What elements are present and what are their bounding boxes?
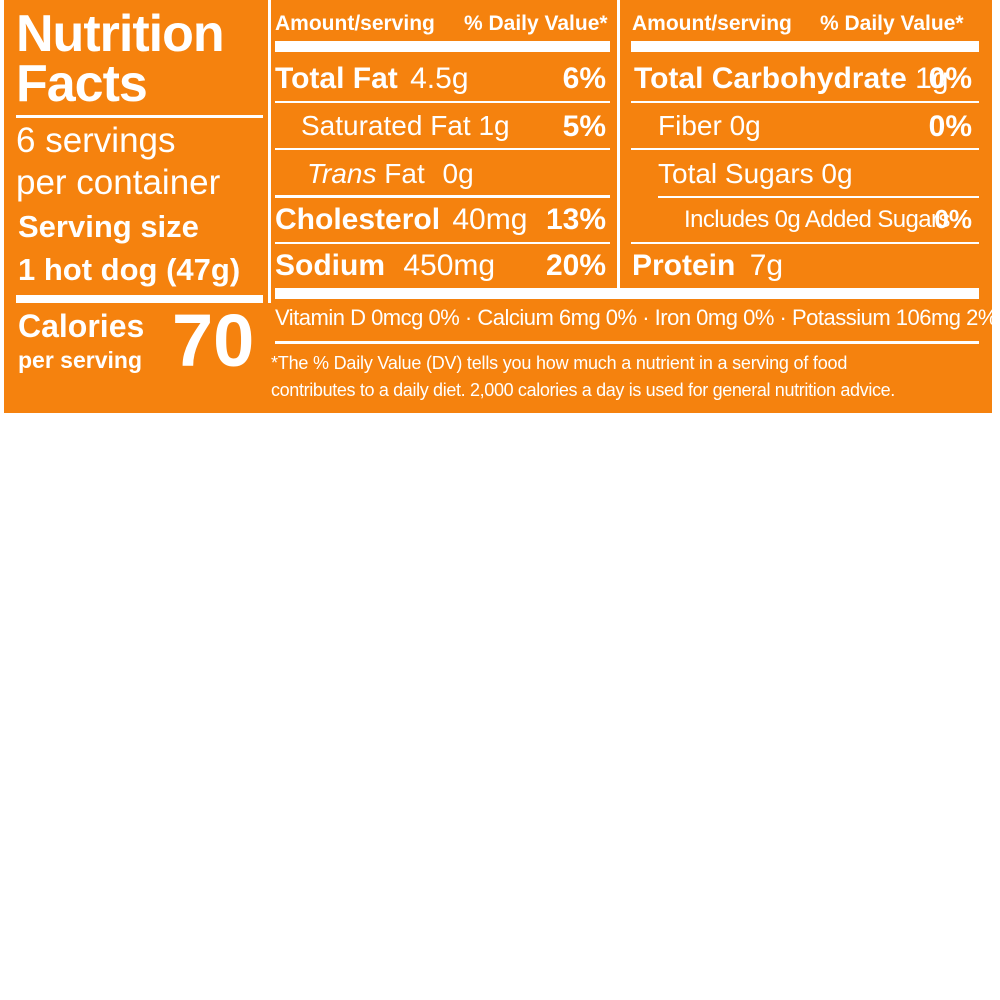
row-divider xyxy=(275,148,610,150)
protein-amount: 7g xyxy=(749,249,784,282)
fiber-dv: 0% xyxy=(928,110,972,143)
total-sugars-name: Total Sugars xyxy=(658,158,814,189)
total-fat-dv: 6% xyxy=(562,62,606,95)
serving-divider xyxy=(16,295,263,303)
total-fat-name: Total Fat xyxy=(275,62,398,95)
daily-value-header-right: % Daily Value* xyxy=(820,12,964,35)
sodium-row: Sodium 450mg xyxy=(275,249,495,283)
total-sugars-amount: 0g xyxy=(821,158,853,189)
footnote-line1: *The % Daily Value (DV) tells you how mu… xyxy=(271,353,848,373)
trans-fat-suffix: Fat xyxy=(384,158,425,189)
protein-name: Protein xyxy=(632,249,736,282)
title-facts: Facts xyxy=(16,55,148,113)
micronutrients-line: Vitamin D 0mcg 0% · Calcium 6mg 0% · Iro… xyxy=(275,305,997,330)
protein-row: Protein 7g xyxy=(632,249,783,283)
panel-separator-center xyxy=(617,0,620,290)
nutrition-facts-label: Nutrition Facts 6 servings per container… xyxy=(4,0,997,413)
serving-size-value: 1 hot dog (47g) xyxy=(18,252,241,287)
row-divider xyxy=(275,242,610,244)
saturated-fat-name: Saturated Fat xyxy=(301,110,471,141)
amount-per-serving-header-right: Amount/serving xyxy=(632,12,792,35)
fiber-name: Fiber xyxy=(658,110,722,141)
cholesterol-name: Cholesterol xyxy=(275,203,441,236)
sodium-name: Sodium xyxy=(275,249,385,282)
fiber-row: Fiber 0g xyxy=(658,110,761,142)
row-divider xyxy=(658,196,979,198)
sodium-amount: 450mg xyxy=(403,249,496,282)
fiber-amount: 0g xyxy=(729,110,761,141)
total-carbohydrate-name: Total Carbohydrate xyxy=(634,62,907,95)
row-divider xyxy=(275,195,610,198)
title-nutrition: Nutrition xyxy=(16,5,225,63)
total-sugars-row: Total Sugars 0g xyxy=(658,158,853,190)
row-divider xyxy=(275,101,610,103)
panel-separator-left xyxy=(268,0,271,303)
added-sugars-row: Includes 0g Added Sugars xyxy=(684,206,950,233)
trans-fat-amount: 0g xyxy=(442,158,474,189)
footnote-divider xyxy=(275,341,979,344)
row-divider xyxy=(631,242,979,244)
added-sugars-dv: 0% xyxy=(934,204,972,234)
calories-value: 70 xyxy=(172,299,255,382)
servings-per-container-line1: 6 servings xyxy=(16,121,176,160)
calories-label: Calories xyxy=(18,308,145,344)
total-carbohydrate-row: Total Carbohydrate 1g xyxy=(634,62,949,96)
sodium-dv: 20% xyxy=(545,249,606,282)
total-fat-amount: 4.5g xyxy=(410,62,469,95)
total-carbohydrate-amount: 1g xyxy=(915,62,949,95)
trans-fat-row: Trans Fat 0g xyxy=(307,158,474,190)
cholesterol-dv: 13% xyxy=(545,203,606,236)
header-divider-left xyxy=(275,41,610,52)
total-carbohydrate-dv: 0% xyxy=(928,62,972,95)
row-divider xyxy=(631,148,979,150)
daily-value-header-left: % Daily Value* xyxy=(464,12,608,35)
cholesterol-amount: 40mg xyxy=(452,203,528,236)
saturated-fat-amount: 1g xyxy=(478,110,510,141)
footnote-line2: contributes to a daily diet. 2,000 calor… xyxy=(271,380,895,400)
saturated-fat-row: Saturated Fat 1g xyxy=(301,110,510,142)
title-divider xyxy=(16,115,263,118)
row-divider xyxy=(631,101,979,103)
servings-per-container-line2: per container xyxy=(16,163,221,202)
header-divider-right xyxy=(631,41,979,52)
serving-size-label: Serving size xyxy=(18,209,199,244)
total-fat-row: Total Fat 4.5g xyxy=(275,62,469,96)
saturated-fat-dv: 5% xyxy=(562,110,606,143)
micronutrient-divider xyxy=(275,288,979,299)
trans-fat-name: Trans xyxy=(307,158,377,189)
calories-per-serving-label: per serving xyxy=(18,347,142,373)
amount-per-serving-header-left: Amount/serving xyxy=(275,12,435,35)
cholesterol-row: Cholesterol 40mg xyxy=(275,203,527,237)
